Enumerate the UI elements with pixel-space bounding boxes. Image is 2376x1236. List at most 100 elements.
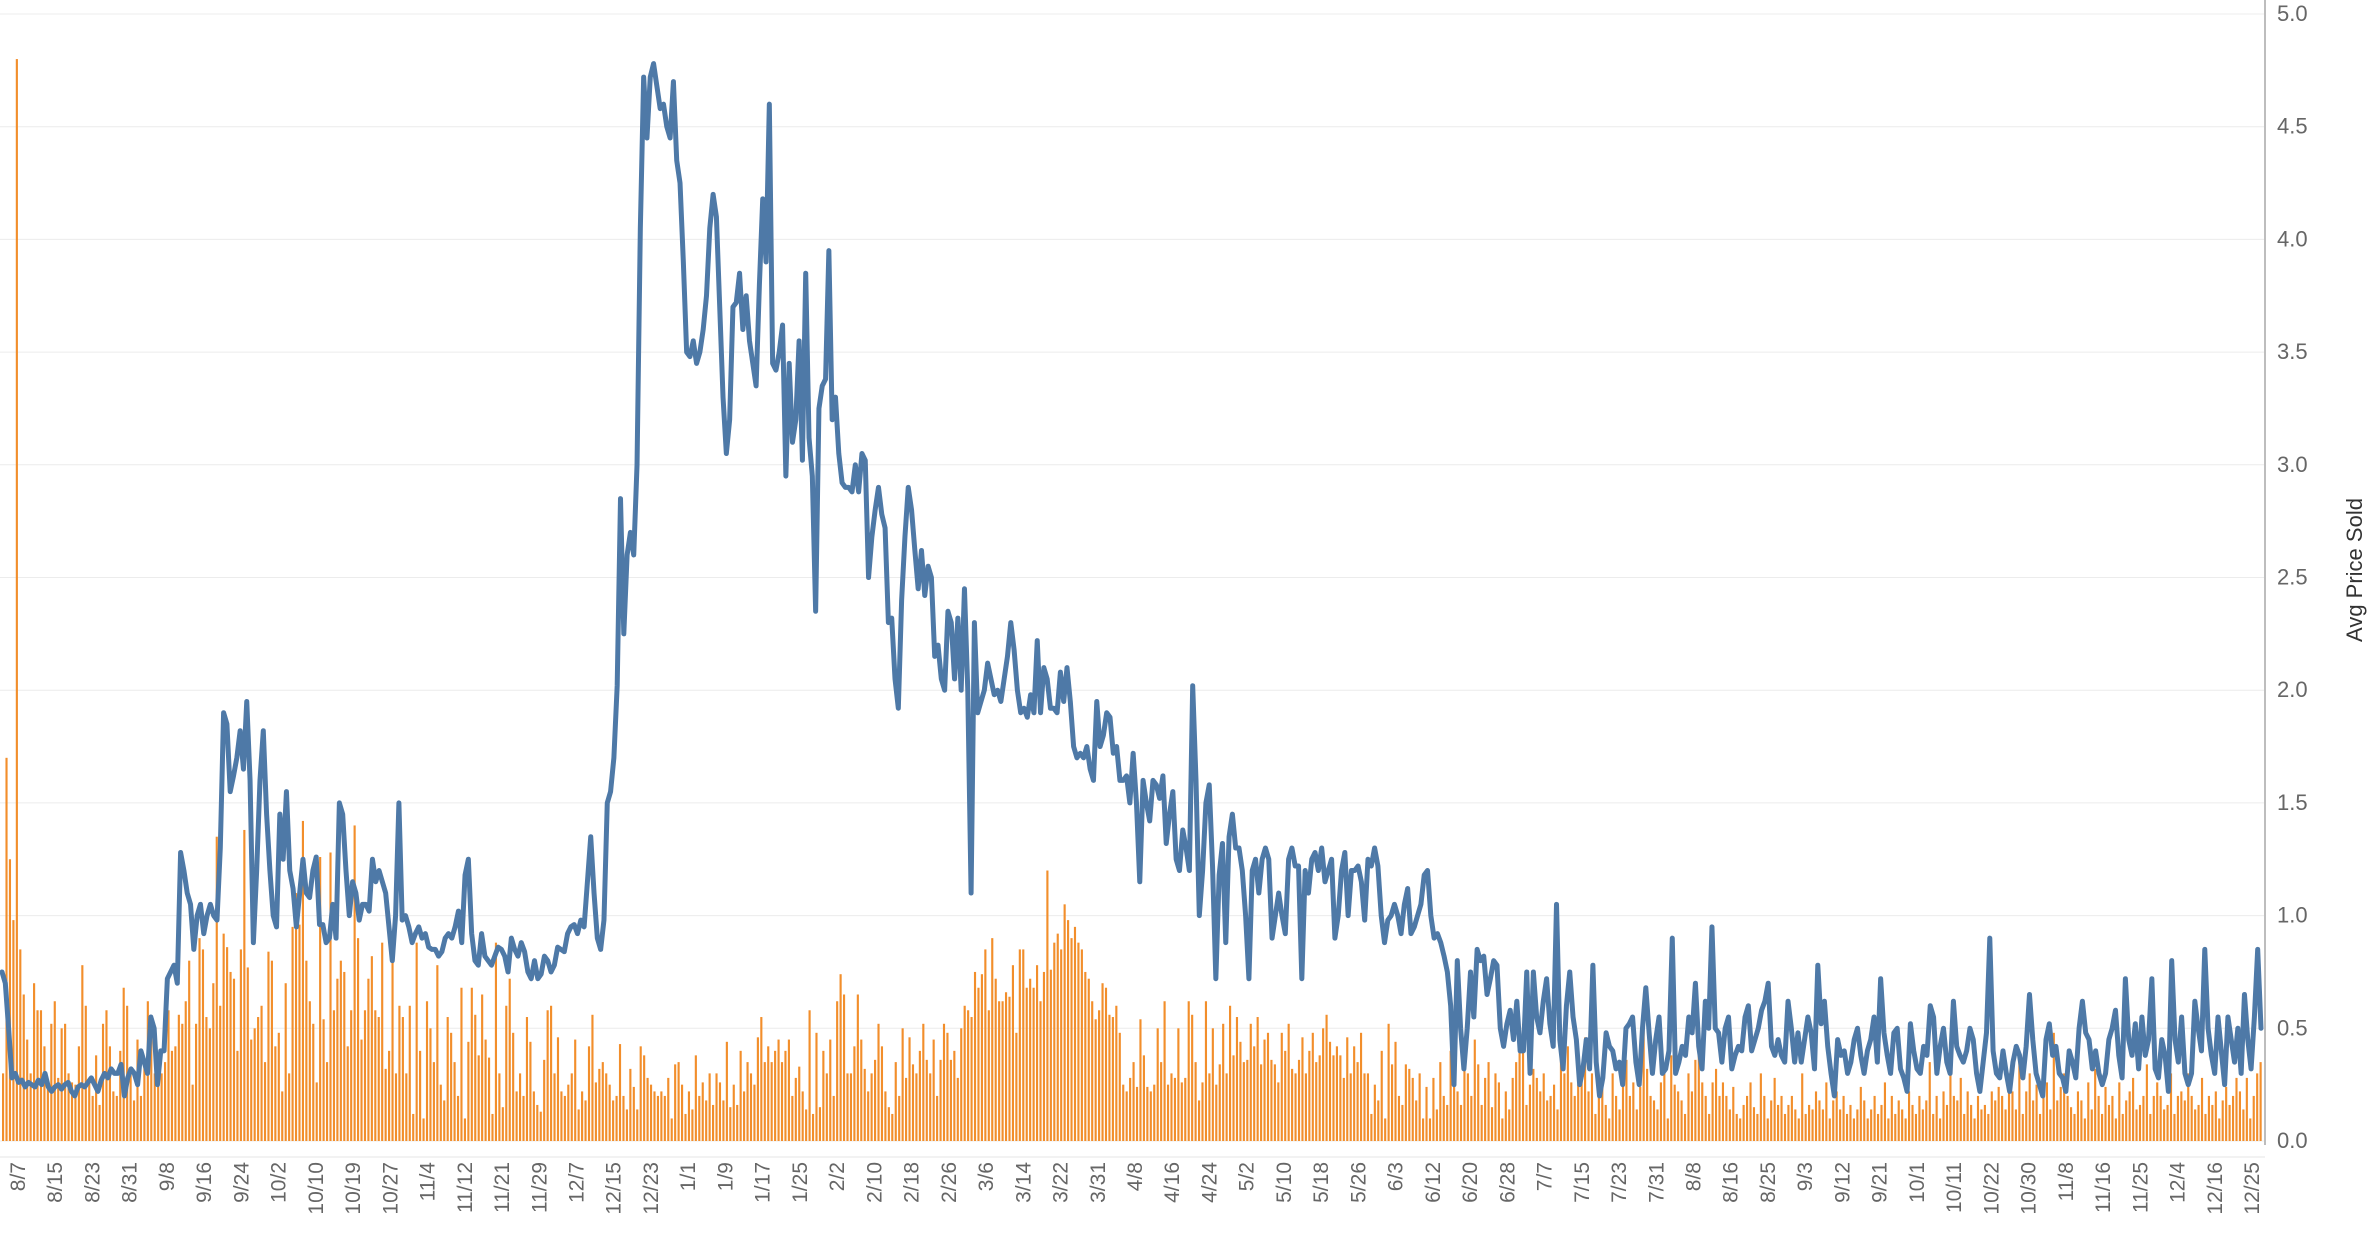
bar <box>1049 969 1052 1141</box>
bar <box>1680 1100 1683 1141</box>
bar <box>1215 1084 1218 1141</box>
bar <box>553 1073 556 1141</box>
bar <box>1042 971 1046 1141</box>
bar <box>2111 1095 2114 1141</box>
bar <box>1532 1068 1535 1141</box>
bar <box>1129 1077 1132 1141</box>
bar <box>2207 1095 2210 1141</box>
bar <box>1070 938 1073 1141</box>
bar <box>77 1046 80 1141</box>
bar <box>1256 1017 1259 1141</box>
bar <box>150 1032 153 1141</box>
bar <box>1687 1073 1690 1141</box>
bar <box>1153 1084 1156 1141</box>
x-tick-label: 8/16 <box>1720 1162 1743 1203</box>
bar <box>570 1073 573 1141</box>
bar <box>877 1023 880 1141</box>
bar <box>2159 1095 2162 1141</box>
bar <box>529 1041 532 1141</box>
bar <box>1763 1095 1766 1141</box>
bar <box>701 1082 704 1141</box>
bar <box>43 1046 46 1141</box>
bar <box>381 942 384 1141</box>
bar <box>1297 1059 1301 1141</box>
bar <box>698 1095 701 1141</box>
bar <box>2035 1084 2038 1141</box>
bar <box>508 978 511 1141</box>
bar <box>1508 1109 1511 1141</box>
bar <box>1073 926 1077 1141</box>
bar <box>1856 1109 1859 1141</box>
bar <box>215 836 218 1141</box>
bar <box>942 1023 946 1141</box>
bar <box>2104 1086 2107 1141</box>
bar <box>1866 1118 1869 1141</box>
bar <box>36 1010 39 1141</box>
bar <box>1959 1077 1962 1141</box>
bar <box>1094 1019 1097 1141</box>
bar <box>1956 1100 1959 1141</box>
bar <box>2025 1091 2028 1141</box>
bar <box>33 983 36 1141</box>
bar <box>1008 996 1011 1141</box>
bar <box>1177 1028 1180 1141</box>
bar <box>1218 1064 1221 1141</box>
bar <box>1714 1068 1718 1141</box>
bar <box>1663 1073 1666 1141</box>
bar <box>1721 1082 1725 1141</box>
bar <box>918 1050 921 1141</box>
bar <box>346 1046 349 1141</box>
bar <box>984 949 987 1141</box>
bar <box>1391 1064 1394 1141</box>
bar <box>605 1073 608 1141</box>
bar <box>1015 1032 1018 1141</box>
x-tick-label: 5/10 <box>1273 1162 1296 1203</box>
bar <box>932 1039 935 1141</box>
bar <box>1525 1104 1528 1141</box>
bar <box>308 1001 311 1141</box>
x-tick-label: 10/11 <box>1943 1162 1966 1213</box>
bar <box>1528 1084 1531 1141</box>
x-tick-label: 12/15 <box>603 1162 626 1215</box>
bar <box>456 1095 460 1141</box>
bar <box>763 1062 766 1141</box>
bar <box>2014 1109 2017 1141</box>
bar <box>1291 1068 1294 1141</box>
bar <box>1704 1095 1707 1141</box>
bar <box>887 1107 890 1141</box>
bar <box>212 983 215 1141</box>
bar <box>494 942 498 1141</box>
x-tick-label: 9/24 <box>230 1162 253 1203</box>
bar <box>2152 1095 2155 1141</box>
bar <box>1266 1032 1270 1141</box>
bar <box>2097 1095 2100 1141</box>
bar <box>1552 1084 1556 1141</box>
bar <box>849 1073 853 1141</box>
bar <box>2059 1086 2062 1141</box>
bar <box>1970 1104 1973 1141</box>
bar <box>481 994 484 1141</box>
bar <box>98 1104 101 1141</box>
x-tick-label: 11/12 <box>454 1162 477 1213</box>
bar <box>2080 1100 2083 1141</box>
bar <box>1146 1086 1149 1141</box>
bar <box>732 1084 735 1141</box>
bar <box>891 1113 894 1141</box>
bar <box>1559 1055 1563 1141</box>
bar <box>1446 1104 1449 1141</box>
bar <box>1370 1113 1373 1141</box>
bar <box>2256 1073 2259 1141</box>
bar <box>325 1062 329 1141</box>
bar <box>1939 1118 1942 1141</box>
bar <box>625 1109 628 1141</box>
bar <box>1711 1082 1714 1141</box>
bar <box>205 1017 208 1141</box>
bar <box>1756 1113 1759 1141</box>
x-tick-label: 10/1 <box>1906 1162 1929 1203</box>
bar <box>46 1084 49 1141</box>
bar <box>2187 1073 2190 1141</box>
bar <box>1180 1082 1183 1141</box>
bar <box>1332 1055 1335 1141</box>
bar <box>656 1095 659 1141</box>
bar <box>1373 1084 1376 1141</box>
